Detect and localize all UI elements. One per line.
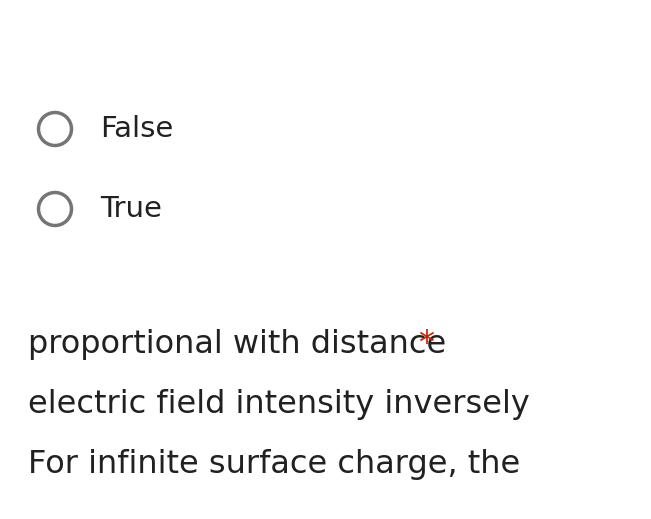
Text: proportional with distance: proportional with distance: [28, 329, 456, 360]
Text: For infinite surface charge, the: For infinite surface charge, the: [28, 448, 520, 480]
Text: electric field intensity inversely: electric field intensity inversely: [28, 389, 530, 419]
Text: *: *: [418, 329, 434, 360]
Text: False: False: [100, 115, 173, 143]
Text: True: True: [100, 195, 162, 223]
